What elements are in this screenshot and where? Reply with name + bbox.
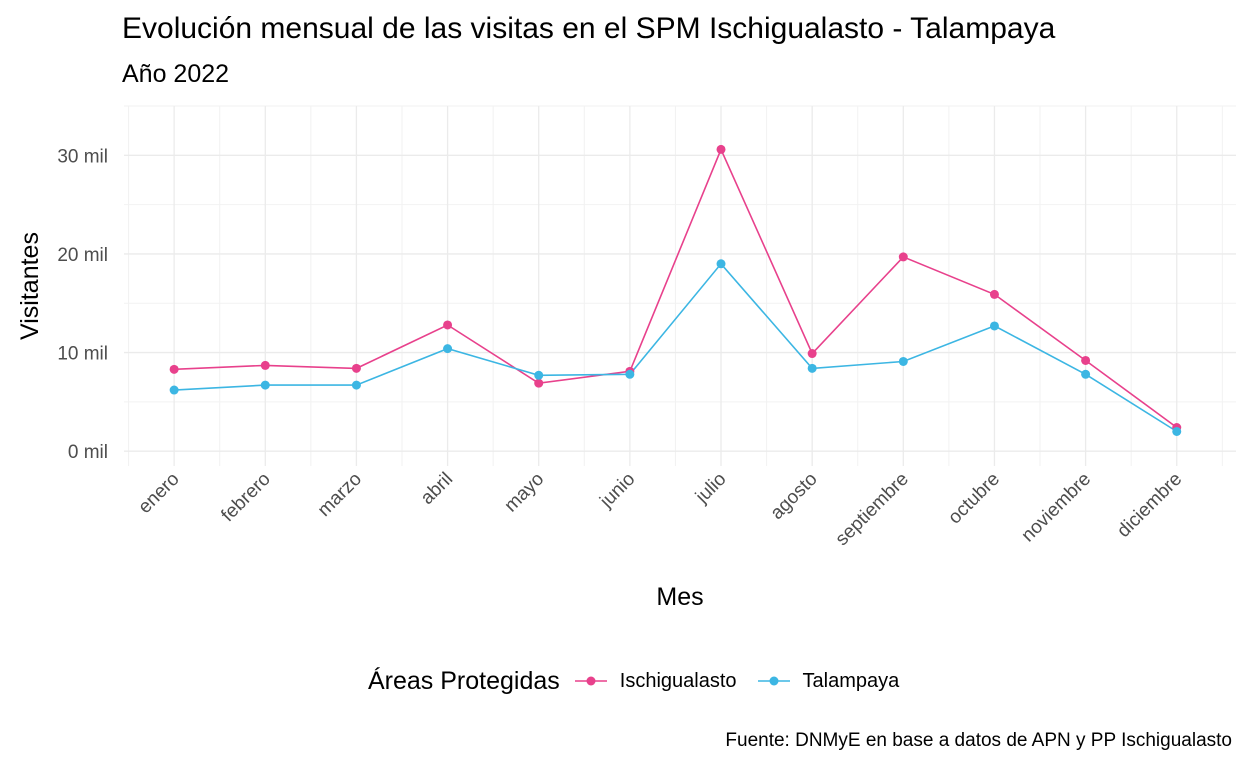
legend-key-ischigualasto	[574, 676, 607, 686]
series-line-talampaya	[174, 262, 1178, 433]
legend: Áreas Protegidas Ischigualasto Talampaya	[368, 664, 919, 698]
y-tick-labels: 0 mil 10 mil 20 mil 30 mil	[57, 146, 108, 463]
x-axis-title: Mes	[656, 583, 703, 611]
data-point-talampaya	[351, 380, 361, 390]
x-tick-label: mayo	[501, 469, 549, 517]
x-tick-label: febrero	[217, 469, 274, 526]
data-point-ischigualasto	[989, 289, 999, 299]
x-tick-label: noviembre	[1018, 469, 1096, 547]
data-point-talampaya	[1172, 426, 1182, 436]
x-tick-label: septiembre	[832, 469, 913, 550]
legend-key-talampaya	[757, 676, 790, 686]
legend-label-talampaya: Talampaya	[802, 669, 900, 692]
y-tick-label: 0 mil	[68, 442, 108, 463]
data-point-talampaya	[534, 370, 544, 380]
series-points	[169, 144, 1182, 436]
data-point-talampaya	[260, 380, 270, 390]
data-point-talampaya	[443, 344, 453, 354]
data-point-ischigualasto	[169, 364, 179, 374]
data-point-talampaya	[898, 356, 908, 366]
y-axis-title: Visitantes	[16, 232, 44, 340]
grid-major	[124, 106, 1236, 466]
x-tick-label: diciembre	[1113, 469, 1186, 542]
data-point-ischigualasto	[807, 349, 817, 359]
series-line-ischigualasto	[174, 147, 1178, 429]
x-tick-label: julio	[691, 469, 730, 508]
x-tick-label: abril	[417, 469, 457, 509]
x-tick-labels: enero febrero marzo abril mayo junio julio agos…	[134, 469, 1186, 550]
data-point-talampaya	[807, 363, 817, 373]
grid-minor	[124, 105, 1236, 466]
y-tick-label: 20 mil	[57, 245, 108, 266]
chart-title: Evolución mensual de las visitas en el S…	[122, 12, 1056, 45]
data-point-ischigualasto	[898, 252, 908, 262]
data-point-ischigualasto	[716, 144, 726, 154]
x-tick-label: agosto	[767, 469, 822, 524]
legend-label-ischigualasto: Ischigualasto	[619, 669, 737, 692]
x-tick-label: marzo	[314, 469, 366, 521]
data-point-talampaya	[625, 369, 635, 379]
data-point-talampaya	[989, 321, 999, 331]
y-tick-label: 30 mil	[57, 146, 108, 167]
data-point-talampaya	[169, 385, 179, 395]
legend-title: Áreas Protegidas	[368, 666, 560, 695]
y-tick-label: 10 mil	[57, 344, 108, 365]
data-point-talampaya	[716, 259, 726, 269]
data-point-ischigualasto	[534, 378, 544, 388]
chart-caption: Fuente: DNMyE en base a datos de APN y P…	[725, 730, 1232, 751]
data-point-ischigualasto	[1081, 355, 1091, 365]
data-point-ischigualasto	[260, 360, 270, 370]
data-point-ischigualasto	[443, 320, 453, 330]
x-tick-label: enero	[134, 469, 183, 518]
x-tick-label: junio	[595, 469, 639, 513]
series-lines	[174, 147, 1178, 433]
x-tick-label: octubre	[944, 469, 1004, 529]
legend-entry-talampaya: Talampaya	[757, 669, 900, 693]
legend-entry-ischigualasto: Ischigualasto	[574, 670, 737, 693]
chart-subtitle: Año 2022	[122, 60, 230, 88]
data-point-talampaya	[1081, 369, 1091, 379]
data-point-ischigualasto	[351, 363, 361, 373]
